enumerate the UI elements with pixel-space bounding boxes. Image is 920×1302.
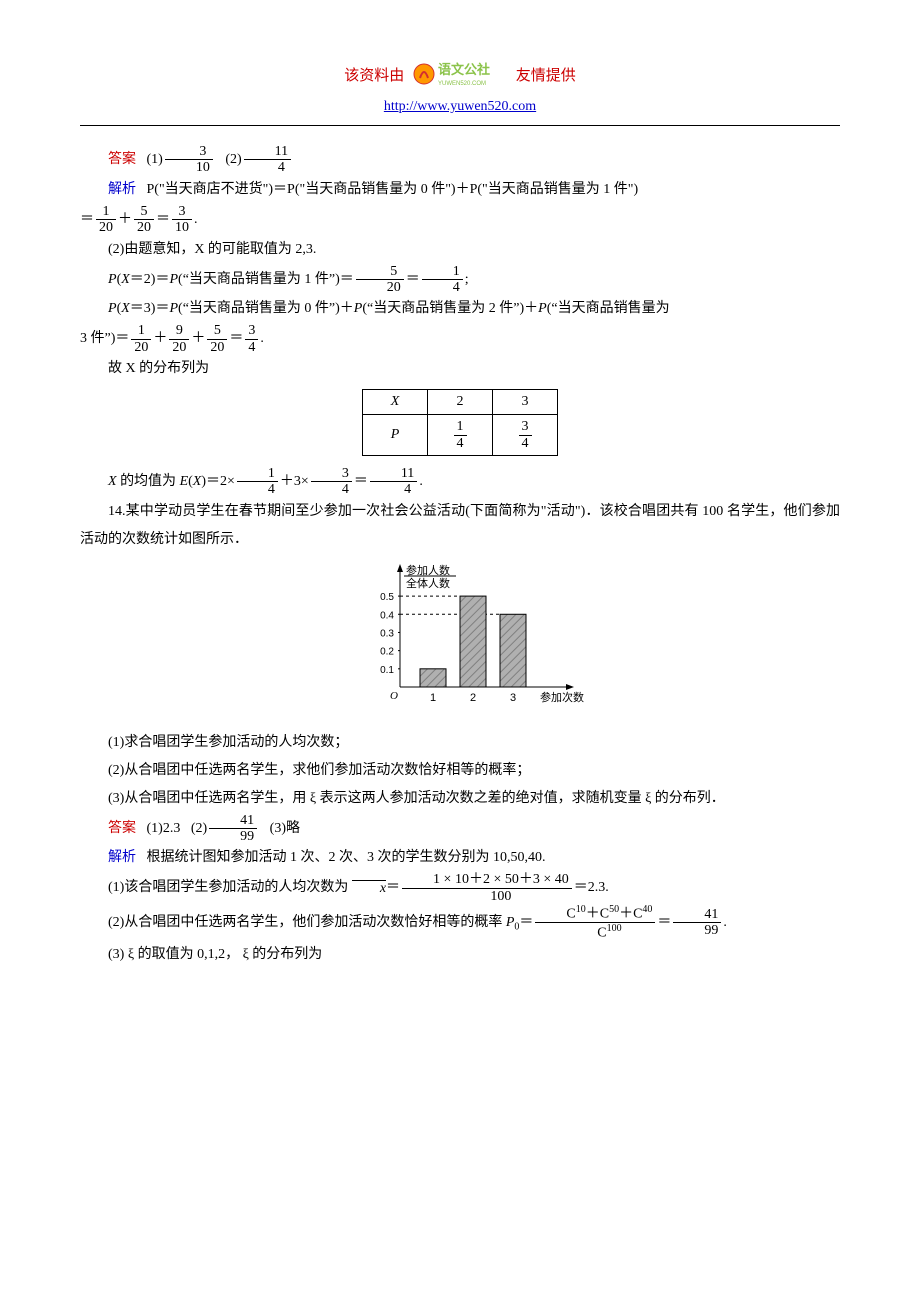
svg-text:0.3: 0.3 bbox=[380, 628, 394, 639]
q14-answer-line: 答案 (1)2.3 (2)4199 (3)略 bbox=[80, 813, 840, 845]
cell-p2: 14 bbox=[428, 415, 493, 456]
header-suffix: 友情提供 bbox=[516, 68, 576, 84]
svg-text:2: 2 bbox=[470, 692, 476, 704]
frac: 1 × 10＋2 × 50＋3 × 40100 bbox=[402, 872, 572, 904]
q13-p-nogoods: P("当天商店不进货")＝P("当天商品销售量为 0 件")＋P("当天商品销售… bbox=[147, 182, 639, 197]
page-header: 该资料由 语文公社 YUWEN520.COM 友情提供 http://www.y… bbox=[80, 60, 840, 115]
frac: 114 bbox=[244, 144, 291, 176]
q14-a3: (3) ξ 的取值为 0,1,2， ξ 的分布列为 bbox=[80, 941, 840, 969]
frac: 520 bbox=[134, 204, 154, 236]
analysis-label: 解析 bbox=[108, 182, 136, 197]
frac: C10＋C50＋C40C100 bbox=[535, 904, 655, 941]
q13-px3-cont: 3 件”)＝120＋920＋520＝34. bbox=[80, 323, 840, 355]
svg-text:1: 1 bbox=[430, 692, 436, 704]
frac: 520 bbox=[356, 264, 404, 296]
frac: 34 bbox=[311, 466, 352, 498]
frac: 120 bbox=[96, 204, 116, 236]
q13-dist-table: X 2 3 P 14 34 bbox=[362, 389, 558, 456]
q13-analysis-1: 解析 P("当天商店不进货")＝P("当天商品销售量为 0 件")＋P("当天商… bbox=[80, 176, 840, 204]
bar-chart-svg: 参加人数全体人数 0.1 0.2 0.3 0.4 0.5 1 2 3 O 参加次数 bbox=[330, 562, 590, 712]
q14-sub2: (2)从合唱团中任选两名学生，求他们参加活动次数恰好相等的概率； bbox=[80, 757, 840, 785]
frac: 520 bbox=[207, 323, 227, 355]
q13-eq1: ＝120＋520＝310. bbox=[80, 204, 840, 236]
header-prefix: 该资料由 bbox=[344, 68, 404, 84]
table-row: P 14 34 bbox=[363, 415, 558, 456]
svg-text:参加次数: 参加次数 bbox=[540, 690, 584, 704]
frac: 920 bbox=[169, 323, 189, 355]
frac: 14 bbox=[237, 466, 278, 498]
q14-sub3: (3)从合唱团中任选两名学生，用 ξ 表示这两人参加活动次数之差的绝对值，求随机… bbox=[80, 785, 840, 813]
frac: 310 bbox=[172, 204, 192, 236]
svg-text:参加人数: 参加人数 bbox=[406, 563, 450, 577]
q13-px3: P(X＝3)＝P(“当天商品销售量为 0 件”)＋P(“当天商品销售量为 2 件… bbox=[80, 295, 840, 323]
frac: 114 bbox=[370, 466, 417, 498]
header-divider bbox=[80, 125, 840, 126]
frac: 4199 bbox=[209, 813, 257, 845]
analysis-label: 解析 bbox=[108, 850, 136, 865]
cell-X: X bbox=[363, 390, 428, 415]
page: 该资料由 语文公社 YUWEN520.COM 友情提供 http://www.y… bbox=[0, 0, 920, 1302]
q14-analysis-intro: 解析 根据统计图知参加活动 1 次、2 次、3 次的学生数分别为 10,50,4… bbox=[80, 844, 840, 872]
logo-text-sub: YUWEN520.COM bbox=[438, 81, 486, 87]
x-bar: x bbox=[352, 880, 386, 896]
svg-text:3: 3 bbox=[510, 692, 516, 704]
svg-text:0.1: 0.1 bbox=[380, 665, 394, 676]
cell-p3: 34 bbox=[493, 415, 558, 456]
header-line: 该资料由 语文公社 YUWEN520.COM 友情提供 bbox=[80, 60, 840, 93]
q13-dist-intro: 故 X 的分布列为 bbox=[80, 355, 840, 383]
table-row: X 2 3 bbox=[363, 390, 558, 415]
cell-2: 2 bbox=[428, 390, 493, 415]
logo-text-top: 语文公社 bbox=[438, 62, 490, 77]
cell-P: P bbox=[363, 415, 428, 456]
cell-3: 3 bbox=[493, 390, 558, 415]
svg-text:0.2: 0.2 bbox=[380, 646, 394, 657]
q14-ans1: (1)2.3 bbox=[147, 821, 181, 836]
q13-answer-line: 答案 (1)310 (2)114 bbox=[80, 144, 840, 176]
q14-chart: 参加人数全体人数 0.1 0.2 0.3 0.4 0.5 1 2 3 O 参加次数 bbox=[80, 562, 840, 717]
q13-ex: X 的均值为 E(X)＝2×14＋3×34＝114. bbox=[80, 466, 840, 498]
frac: 310 bbox=[165, 144, 213, 176]
answer-label: 答案 bbox=[108, 152, 136, 167]
svg-text:全体人数: 全体人数 bbox=[406, 576, 450, 590]
svg-text:0.5: 0.5 bbox=[380, 592, 394, 603]
svg-text:0.4: 0.4 bbox=[380, 610, 394, 621]
q13-px2: P(X＝2)＝P(“当天商品销售量为 1 件”)＝520＝14; bbox=[80, 264, 840, 296]
frac: 34 bbox=[245, 323, 258, 355]
frac: 4199 bbox=[673, 907, 721, 939]
q14-a2: (2)从合唱团中任选两名学生，他们参加活动次数恰好相等的概率 P0＝C10＋C5… bbox=[80, 904, 840, 941]
q13-part2-intro: (2)由题意知，X 的可能取值为 2,3. bbox=[80, 236, 840, 264]
q14-a1: (1)该合唱团学生参加活动的人均次数为 x＝1 × 10＋2 × 50＋3 × … bbox=[80, 872, 840, 904]
q14-ans3: (3)略 bbox=[270, 821, 300, 836]
q14-ans2-pre: (2) bbox=[191, 821, 207, 836]
frac: 14 bbox=[422, 264, 463, 296]
svg-text:O: O bbox=[390, 690, 398, 702]
header-url[interactable]: http://www.yuwen520.com bbox=[80, 99, 840, 115]
q14-sub1: (1)求合唱团学生参加活动的人均次数； bbox=[80, 729, 840, 757]
frac: 120 bbox=[131, 323, 151, 355]
site-logo: 语文公社 YUWEN520.COM bbox=[412, 60, 508, 93]
answer-label: 答案 bbox=[108, 821, 136, 836]
q14-stem: 14.某中学动员学生在春节期间至少参加一次社会公益活动(下面简称为"活动")．该… bbox=[80, 498, 840, 554]
